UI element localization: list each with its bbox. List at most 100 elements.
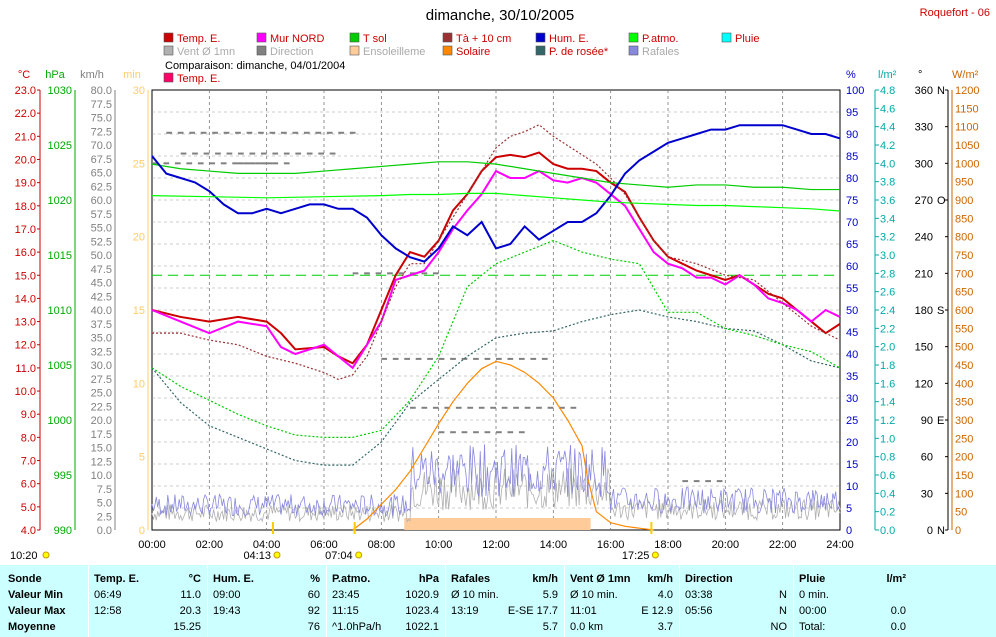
summary-cell-value: N bbox=[779, 589, 787, 601]
press-axis-tick-label: 1020 bbox=[48, 195, 72, 207]
dir-axis-tick-label: 60 bbox=[921, 452, 933, 464]
summary-column: Hum. E.% 09:00 60 19:43 92 76 bbox=[207, 565, 326, 637]
dir-axis-cardinal: N bbox=[937, 525, 945, 537]
series-solaire bbox=[352, 360, 654, 531]
wind-axis-tick-label: 70.0 bbox=[91, 140, 112, 152]
wind-axis-tick-label: 62.5 bbox=[91, 181, 112, 193]
press-axis-tick-label: 1010 bbox=[48, 305, 72, 317]
temp-axis-tick-label: 18.0 bbox=[15, 201, 36, 213]
solar-axis-tick-label: 600 bbox=[955, 305, 973, 317]
solar-axis-tick-label: 800 bbox=[955, 232, 973, 244]
wind-axis-tick-label: 55.0 bbox=[91, 223, 112, 235]
summary-column: P.atmo. hPa 23:45 1020.9 11:15 1023.4 ^1.0hPa/… bbox=[326, 565, 445, 637]
wind-axis-tick-label: 10.0 bbox=[91, 470, 112, 482]
summary-column-header: Hum. E. bbox=[213, 573, 254, 585]
solar-axis-tick-label: 500 bbox=[955, 342, 973, 354]
sunshine-bar bbox=[404, 518, 591, 530]
wind-axis-tick-label: 50.0 bbox=[91, 250, 112, 262]
dir-axis-cardinal: E bbox=[937, 415, 944, 427]
hum-axis-tick-label: 50 bbox=[846, 305, 858, 317]
summary-cell-value: 1020.9 bbox=[405, 589, 439, 601]
solar-axis-tick-label: 1100 bbox=[955, 122, 979, 134]
summary-cell-value: 0.0 bbox=[890, 621, 906, 633]
legend-swatch bbox=[163, 32, 174, 43]
plot-area bbox=[151, 89, 841, 531]
legend-swatch bbox=[349, 45, 360, 56]
summary-cell-value: N bbox=[779, 605, 787, 617]
dir-axis-cardinal: O bbox=[937, 195, 946, 207]
hum-axis-tick-label: 100 bbox=[846, 85, 864, 97]
legend-swatch bbox=[442, 32, 453, 43]
summary-cell-value: 1022.1 bbox=[405, 621, 439, 633]
wind-axis-tick-label: 57.5 bbox=[91, 209, 112, 221]
rain-axis-tick-label: 3.2 bbox=[880, 232, 895, 244]
wind-axis-tick-label: 17.5 bbox=[91, 429, 112, 441]
hum-axis-tick-label: 15 bbox=[846, 459, 858, 471]
summary-cell-value: 15.25 bbox=[173, 621, 201, 633]
summary-cell-time: 13:19 bbox=[451, 605, 479, 617]
legend-swatch bbox=[721, 32, 732, 43]
temp-axis-tick-label: 14.0 bbox=[15, 293, 36, 305]
hum-axis-tick-label: 70 bbox=[846, 217, 858, 229]
temp-axis-tick-label: 20.0 bbox=[15, 154, 36, 166]
legend-label: Hum. E. bbox=[549, 33, 589, 45]
wind-axis-tick-label: 37.5 bbox=[91, 319, 112, 331]
press-axis-tick-label: 1030 bbox=[48, 85, 72, 97]
summary-separator bbox=[445, 565, 446, 637]
wind-axis-tick-label: 30.0 bbox=[91, 360, 112, 372]
dir-axis-unit: ° bbox=[918, 69, 922, 81]
hum-axis-tick-label: 55 bbox=[846, 283, 858, 295]
legend-label: Rafales bbox=[642, 46, 680, 58]
summary-column-unit: % bbox=[310, 573, 320, 585]
summary-separator bbox=[793, 565, 794, 637]
solar-axis-tick-label: 1000 bbox=[955, 158, 979, 170]
dir-axis-tick-label: 360 bbox=[915, 85, 933, 97]
x-tick-label: 24:00 bbox=[826, 539, 854, 551]
rain-axis-tick-label: 0.4 bbox=[880, 488, 895, 500]
summary-cell-value: E 12.9 bbox=[641, 605, 673, 617]
comparison-label: Comparaison: dimanche, 04/01/2004 bbox=[165, 60, 345, 72]
legend-swatch bbox=[256, 32, 267, 43]
dir-axis-tick-label: 150 bbox=[915, 342, 933, 354]
summary-column-header: P.atmo. bbox=[332, 573, 371, 585]
temp-axis-tick-label: 22.0 bbox=[15, 108, 36, 120]
wind-axis-unit: km/h bbox=[80, 69, 104, 81]
summary-column: Temp. E. °C 06:49 11.0 12:58 20.3 15.25 bbox=[88, 565, 207, 637]
summary-cell-value: 3.7 bbox=[657, 621, 673, 633]
time-marker-label: 10:20 bbox=[10, 550, 38, 562]
summary-column-unit: km/h bbox=[647, 573, 673, 585]
summary-cell-value: 4.0 bbox=[657, 589, 673, 601]
temp-axis-tick-label: 19.0 bbox=[15, 178, 36, 190]
wind-axis-tick-label: 15.0 bbox=[91, 443, 112, 455]
legend-label: Temp. E. bbox=[177, 73, 220, 85]
solar-axis-tick-label: 300 bbox=[955, 415, 973, 427]
series-p-atmo bbox=[151, 192, 841, 212]
x-tick-label: 10:00 bbox=[425, 539, 453, 551]
wind-axis-tick-label: 42.5 bbox=[91, 291, 112, 303]
temp-axis-tick-label: 9.0 bbox=[21, 409, 36, 421]
hum-axis-tick-label: 75 bbox=[846, 195, 858, 207]
time-marker-label: 04:13 bbox=[243, 550, 271, 562]
legend-label: P.atmo. bbox=[642, 33, 679, 45]
wind-axis-tick-label: 77.5 bbox=[91, 99, 112, 111]
wind-axis-tick-label: 60.0 bbox=[91, 195, 112, 207]
rain-axis-tick-label: 0.6 bbox=[880, 470, 895, 482]
rain-axis-tick-label: 1.4 bbox=[880, 397, 895, 409]
x-tick-label: 16:00 bbox=[597, 539, 625, 551]
rain-axis-tick-label: 2.8 bbox=[880, 268, 895, 280]
hum-axis-tick-label: 5 bbox=[846, 503, 852, 515]
solar-axis-tick-label: 400 bbox=[955, 378, 973, 390]
hum-axis-unit: % bbox=[846, 69, 856, 81]
hum-axis-tick-label: 85 bbox=[846, 151, 858, 163]
legend-swatch bbox=[535, 32, 546, 43]
summary-cell-time: Ø 10 min. bbox=[451, 589, 499, 601]
hum-axis-tick-label: 45 bbox=[846, 327, 858, 339]
dir-axis-cardinal: S bbox=[937, 305, 944, 317]
summary-separator bbox=[88, 565, 89, 637]
temp-axis-tick-label: 8.0 bbox=[21, 432, 36, 444]
series-vent-1mn bbox=[151, 467, 841, 523]
solar-axis-tick-label: 950 bbox=[955, 177, 973, 189]
solar-axis-tick-label: 100 bbox=[955, 488, 973, 500]
summary-cell-value: 20.3 bbox=[179, 605, 201, 617]
sun-axis-tick-label: 15 bbox=[133, 305, 145, 317]
